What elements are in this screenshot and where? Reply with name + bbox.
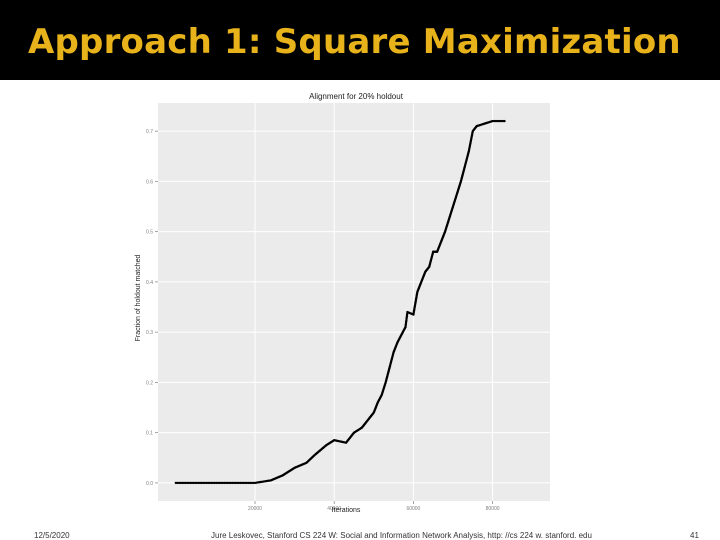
y-tick-label: 0.0	[146, 481, 153, 487]
data-point	[496, 119, 499, 123]
data-point	[501, 119, 504, 123]
footer-page-number: 41	[690, 531, 699, 540]
data-point	[493, 119, 496, 123]
data-point	[491, 119, 494, 123]
y-tick-label: 0.2	[146, 380, 153, 386]
footer-date: 12/5/2020	[34, 531, 70, 540]
title-bar: Approach 1: Square Maximization	[0, 0, 720, 80]
data-point	[494, 119, 498, 123]
x-tick-label: 80000	[486, 506, 500, 512]
x-tick-label: 20000	[248, 506, 262, 512]
slide-title: Approach 1: Square Maximization	[28, 22, 681, 62]
y-tick-label: 0.1	[146, 431, 153, 437]
plot-panel	[158, 103, 550, 501]
data-point	[503, 119, 506, 123]
data-point	[499, 119, 503, 123]
y-tick-label: 0.3	[146, 330, 153, 336]
data-point	[498, 119, 501, 123]
y-tick-label: 0.4	[146, 280, 153, 286]
chart-title: Alignment for 20% holdout	[309, 92, 404, 101]
alignment-chart: 0.0 0.1 0.2 0.3 0.4 0.5 0.6 0.7 20000 40000 60000 8…	[128, 88, 558, 518]
y-tick-label: 0.5	[146, 230, 153, 236]
x-axis-label: Iterations	[332, 507, 361, 514]
footer-credit: Jure Leskovec, Stanford CS 224 W: Social…	[211, 531, 592, 540]
y-tick-label: 0.6	[146, 179, 153, 185]
y-tick-label: 0.7	[146, 129, 153, 135]
x-tick-label: 40000	[327, 506, 341, 512]
chart-container: 0.0 0.1 0.2 0.3 0.4 0.5 0.6 0.7 20000 40000 60000 8…	[128, 88, 558, 518]
y-axis-label: Fraction of holdout matched	[135, 255, 142, 342]
x-tick-label: 60000	[406, 506, 420, 512]
